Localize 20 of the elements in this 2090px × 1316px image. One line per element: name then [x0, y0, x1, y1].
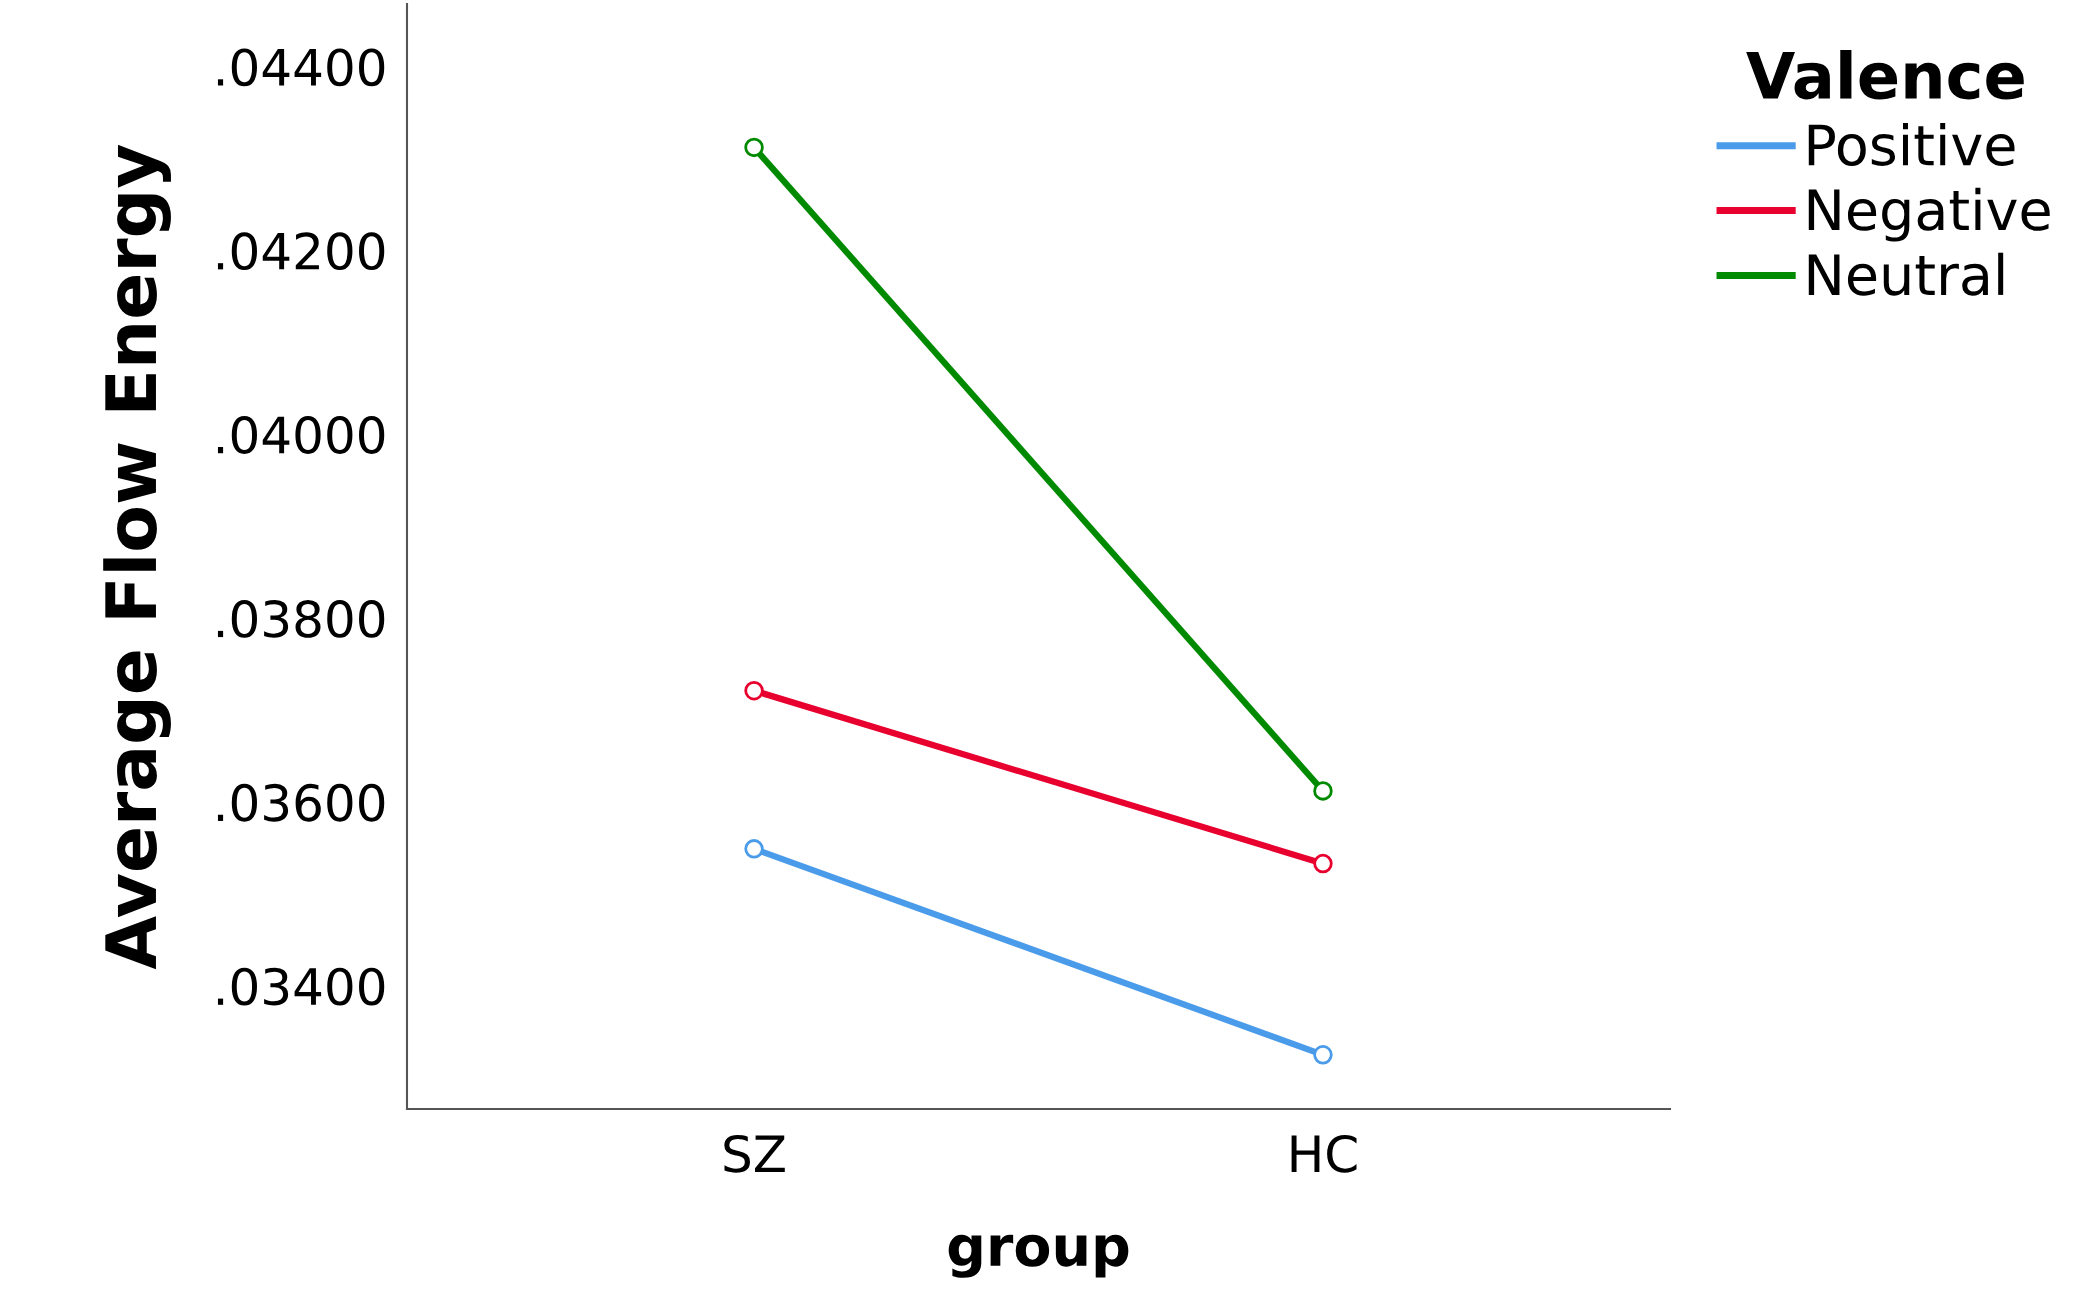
legend-label: Neutral [1808, 252, 2004, 296]
point [1313, 781, 1333, 801]
x-tick-label: HC [1291, 1134, 1357, 1173]
y-tick-label: .04000 [217, 416, 385, 454]
x-tick-label: SZ [724, 1134, 785, 1173]
y-tick-label: .04400 [217, 48, 385, 87]
point [1313, 1045, 1333, 1065]
y-tick-label: .04200 [217, 232, 385, 271]
y-tick-label: .03800 [217, 599, 385, 638]
y-tick-label: .03600 [217, 783, 385, 822]
point [744, 680, 764, 701]
x-axis-title: group [948, 1234, 1129, 1278]
point [1313, 853, 1333, 874]
legend-label: Negative [1808, 187, 2050, 242]
y-axis-title: Average Flow Energy [103, 144, 171, 970]
point [744, 839, 764, 859]
legend-label: Positive [1808, 122, 2015, 166]
y-tick-label: .03400 [217, 967, 385, 1006]
point [744, 137, 764, 158]
legend-title: Valence [1746, 50, 2024, 100]
